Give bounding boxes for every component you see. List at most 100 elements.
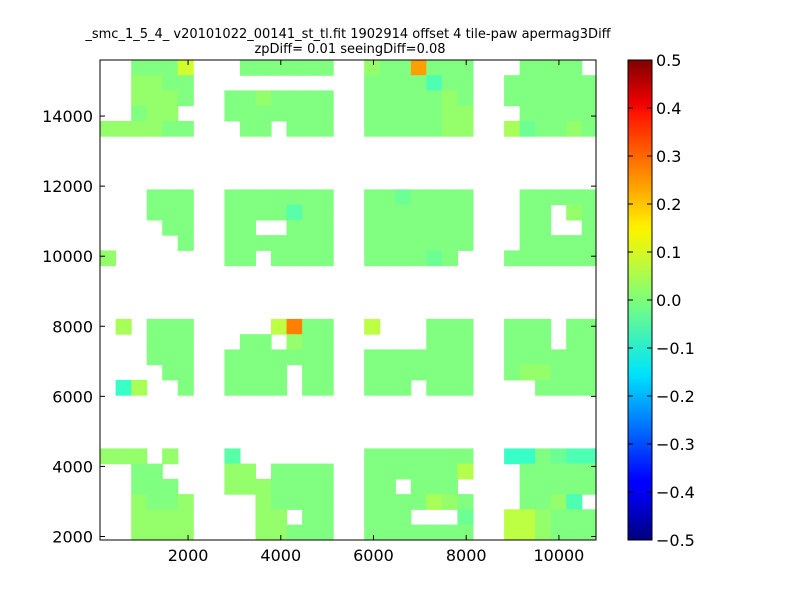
heatmap-cell bbox=[566, 189, 583, 206]
heatmap-cell bbox=[581, 219, 597, 236]
heatmap-cell bbox=[317, 204, 334, 221]
heatmap-cell bbox=[162, 189, 179, 206]
heatmap-cell bbox=[364, 349, 381, 366]
heatmap-cell bbox=[239, 478, 256, 495]
heatmap-cell bbox=[146, 189, 163, 206]
heatmap-cell bbox=[550, 349, 567, 366]
heatmap-cell bbox=[379, 463, 396, 480]
heatmap-cell bbox=[364, 60, 381, 76]
heatmap-cell bbox=[224, 448, 241, 465]
heatmap-cell bbox=[162, 105, 179, 122]
heatmap-cell bbox=[395, 349, 412, 366]
heatmap-cell bbox=[255, 120, 272, 137]
heatmap-cell bbox=[146, 494, 163, 510]
heatmap-cell bbox=[441, 334, 458, 350]
heatmap-cell bbox=[364, 448, 381, 465]
heatmap-cell bbox=[271, 189, 288, 206]
heatmap-cell bbox=[535, 509, 552, 526]
heatmap-cell bbox=[535, 250, 552, 267]
heatmap-cell bbox=[239, 349, 256, 366]
heatmap-cell bbox=[581, 478, 597, 495]
y-tick-label: 12000 bbox=[42, 177, 93, 196]
heatmap-cell bbox=[410, 235, 427, 251]
heatmap-cell bbox=[535, 189, 552, 206]
heatmap-cell bbox=[162, 364, 179, 381]
heatmap-cell bbox=[550, 90, 567, 107]
heatmap-cell bbox=[535, 448, 552, 465]
heatmap-cell bbox=[566, 105, 583, 122]
heatmap-cell bbox=[255, 105, 272, 122]
heatmap-cell bbox=[519, 318, 536, 335]
colorbar-tick-label: −0.1 bbox=[656, 339, 695, 358]
heatmap-cell bbox=[317, 478, 334, 495]
heatmap-cell bbox=[131, 448, 148, 465]
heatmap-cell bbox=[302, 524, 319, 541]
heatmap-cell bbox=[457, 105, 474, 122]
heatmap-cell bbox=[255, 364, 272, 381]
heatmap-cell bbox=[379, 90, 396, 107]
heatmap-cell bbox=[550, 524, 567, 541]
heatmap-cell bbox=[426, 250, 443, 267]
heatmap-cell bbox=[146, 90, 163, 107]
heatmap-cell bbox=[271, 349, 288, 366]
y-tick-label: 14000 bbox=[42, 107, 93, 126]
heatmap-cell bbox=[317, 120, 334, 137]
heatmap-cell bbox=[364, 494, 381, 510]
heatmap-cell bbox=[224, 204, 241, 221]
heatmap-cell bbox=[162, 349, 179, 366]
heatmap-cell bbox=[162, 524, 179, 541]
heatmap-cell bbox=[426, 189, 443, 206]
heatmap-cell bbox=[364, 478, 381, 495]
heatmap-cell bbox=[519, 364, 536, 381]
heatmap-cell bbox=[535, 120, 552, 137]
heatmap-cell bbox=[271, 379, 288, 396]
heatmap-cell bbox=[395, 463, 412, 480]
heatmap-cell bbox=[131, 463, 148, 480]
heatmap-cell bbox=[364, 75, 381, 91]
heatmap-cell bbox=[535, 379, 552, 396]
heatmap-cell bbox=[410, 524, 427, 541]
heatmap-cell bbox=[504, 349, 521, 366]
heatmap-cell bbox=[410, 349, 427, 366]
heatmap-cell bbox=[271, 524, 288, 541]
heatmap-cell bbox=[239, 379, 256, 396]
heatmap-cell bbox=[581, 334, 597, 350]
heatmap-cell bbox=[519, 334, 536, 350]
heatmap-cell bbox=[286, 219, 303, 236]
heatmap-cell bbox=[410, 120, 427, 137]
heatmap-cell bbox=[317, 463, 334, 480]
heatmap-cell bbox=[271, 105, 288, 122]
heatmap-cell bbox=[395, 494, 412, 510]
heatmap-cell bbox=[410, 219, 427, 236]
heatmap-cell bbox=[504, 75, 521, 91]
heatmap-cell bbox=[395, 204, 412, 221]
heatmap-cell bbox=[457, 90, 474, 107]
heatmap-cell bbox=[550, 509, 567, 526]
heatmap-cell bbox=[395, 75, 412, 91]
heatmap-cell bbox=[457, 334, 474, 350]
heatmap-cell bbox=[581, 448, 597, 465]
heatmap-cell bbox=[100, 120, 117, 137]
x-axis: 2000 4000 6000 8000 10000 bbox=[168, 60, 584, 565]
y-axis: 2000 4000 6000 8000 10000 12000 14000 bbox=[42, 107, 596, 546]
heatmap-cell bbox=[255, 204, 272, 221]
heatmap-cell bbox=[177, 189, 194, 206]
heatmap-cell bbox=[286, 334, 303, 350]
heatmap-cell bbox=[255, 90, 272, 107]
heatmap-cell bbox=[379, 364, 396, 381]
heatmap-cell bbox=[550, 364, 567, 381]
heatmap-cell bbox=[410, 90, 427, 107]
heatmap-cell bbox=[239, 219, 256, 236]
heatmap-cell bbox=[302, 509, 319, 526]
heatmap-cell bbox=[550, 448, 567, 465]
heatmap-cell bbox=[286, 318, 303, 335]
heatmap-cell bbox=[364, 463, 381, 480]
y-tick-label: 4000 bbox=[52, 457, 93, 476]
heatmap-cell bbox=[162, 90, 179, 107]
heatmap-cell bbox=[255, 334, 272, 350]
heatmap-cell bbox=[271, 494, 288, 510]
heatmap-cell bbox=[441, 379, 458, 396]
heatmap-cell bbox=[535, 105, 552, 122]
heatmap-cell bbox=[410, 105, 427, 122]
